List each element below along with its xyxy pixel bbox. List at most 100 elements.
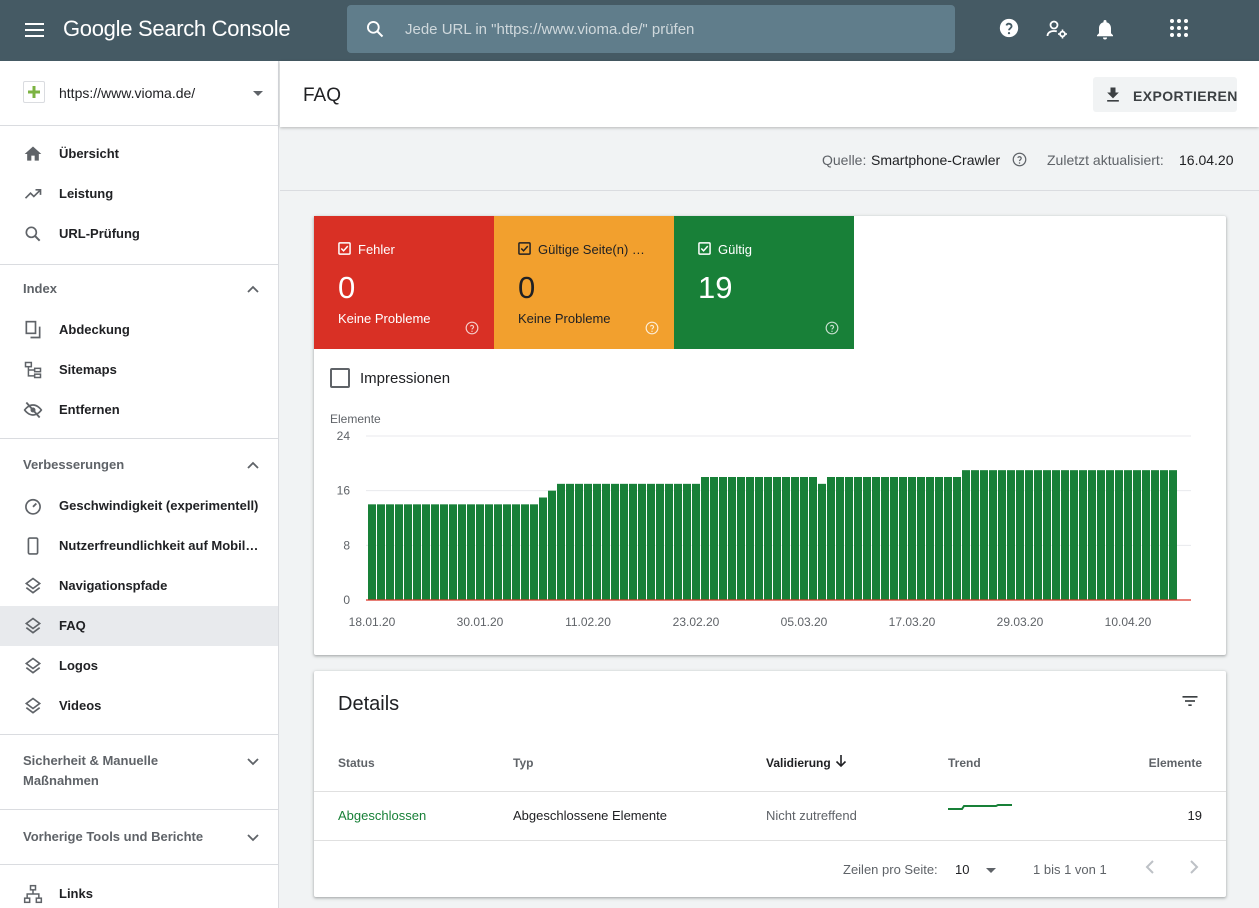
checkbox-checked-icon[interactable]: [338, 242, 351, 255]
chart-bar: [674, 483, 682, 600]
sitemap-icon: [23, 360, 43, 380]
chart-bar: [1151, 470, 1159, 600]
chart-bar: [449, 504, 457, 600]
column-header-validation[interactable]: Validierung: [766, 756, 831, 770]
nav-item-url-inspection[interactable]: URL-Prüfung: [0, 214, 278, 254]
chart-bar: [458, 504, 466, 600]
nav-item-breadcrumbs[interactable]: Navigationspfade: [0, 566, 278, 606]
property-favicon: [23, 81, 45, 103]
property-url: https://www.vioma.de/: [59, 85, 196, 101]
nav-item-overview[interactable]: Übersicht: [0, 134, 278, 174]
menu-icon[interactable]: [22, 18, 48, 42]
nav-item-removals[interactable]: Entfernen: [0, 390, 278, 430]
chart-bar: [998, 470, 1006, 600]
chart-bar: [791, 477, 799, 600]
x-tick-label: 11.02.20: [565, 615, 611, 629]
chart-bar: [1088, 470, 1096, 600]
product-logo[interactable]: Google Search Console: [63, 16, 291, 41]
speedometer-icon: [23, 496, 43, 516]
chart-bar: [1025, 470, 1033, 600]
nav-item-coverage[interactable]: Abdeckung: [0, 310, 278, 350]
chart-bar: [1007, 470, 1015, 600]
chart-bar: [872, 477, 880, 600]
column-header-type[interactable]: Typ: [513, 756, 534, 770]
chart-bar: [1052, 470, 1060, 600]
layers-icon: [23, 616, 43, 636]
column-header-status[interactable]: Status: [338, 756, 375, 770]
chart-bar: [863, 477, 871, 600]
row-status[interactable]: Abgeschlossen: [338, 808, 427, 823]
chart-bar: [782, 477, 790, 600]
help-icon[interactable]: [998, 17, 1020, 39]
next-page-icon[interactable]: [1188, 859, 1200, 875]
property-selector[interactable]: https://www.vioma.de/: [0, 61, 278, 126]
chart-bar: [827, 477, 835, 600]
search-icon: [365, 19, 385, 39]
chart-bar: [962, 470, 970, 600]
chart-bar: [431, 504, 439, 600]
chart-bar: [629, 483, 637, 600]
chart-bar: [701, 477, 709, 600]
search-input[interactable]: [405, 5, 935, 53]
sort-arrow-down-icon[interactable]: [834, 753, 848, 769]
url-inspection-search: [347, 5, 955, 53]
section-header-legacy-tools[interactable]: Vorherige Tools und Berichte: [0, 827, 278, 851]
section-header-index[interactable]: Index: [0, 279, 278, 303]
tile-errors[interactable]: Fehler 0 Keine Probleme: [314, 216, 494, 349]
dropdown-arrow-icon: [252, 90, 264, 97]
chart-bar: [476, 504, 484, 600]
column-header-elements[interactable]: Elemente: [1148, 756, 1202, 770]
chart-bar: [773, 477, 781, 600]
export-button[interactable]: EXPORTIEREN: [1093, 77, 1237, 112]
chart-bar: [503, 504, 511, 600]
chart-bar: [1061, 470, 1069, 600]
chart-bar: [1016, 470, 1024, 600]
tile-valid[interactable]: Gültig 19: [674, 216, 854, 349]
chart-bar: [800, 477, 808, 600]
tile-value: 19: [698, 270, 733, 305]
nav-item-performance[interactable]: Leistung: [0, 174, 278, 214]
apps-grid-icon[interactable]: [1168, 17, 1190, 39]
chart-bar: [530, 504, 538, 600]
checkbox-checked-icon[interactable]: [518, 242, 531, 255]
help-icon[interactable]: [825, 321, 839, 335]
nav-item-speed[interactable]: Geschwindigkeit (experimentell): [0, 486, 278, 526]
chart-bar: [854, 477, 862, 600]
chart-bar: [440, 504, 448, 600]
x-tick-label: 18.01.20: [349, 615, 396, 629]
chart-bar: [845, 477, 853, 600]
chart-bar: [377, 504, 385, 600]
nav-item-mobile-usability[interactable]: Nutzerfreundlichkeit auf Mobil…: [0, 526, 278, 566]
notifications-icon[interactable]: [1094, 17, 1116, 41]
divider: [0, 864, 278, 865]
summary-chart-card: Fehler 0 Keine Probleme Gültige Seite(n)…: [314, 216, 1226, 655]
tile-valid-with-warnings[interactable]: Gültige Seite(n) … 0 Keine Probleme: [494, 216, 674, 349]
x-tick-label: 23.02.20: [673, 615, 720, 629]
checkbox-checked-icon[interactable]: [698, 242, 711, 255]
section-header-security[interactable]: Sicherheit & Manuelle Maßnahmen: [0, 751, 278, 795]
nav-item-links[interactable]: Links: [0, 874, 278, 908]
nav-item-videos[interactable]: Videos: [0, 686, 278, 726]
rows-per-page-select[interactable]: 10: [955, 857, 1005, 881]
user-settings-icon[interactable]: [1045, 17, 1069, 41]
chart-bar: [575, 483, 583, 600]
chevron-down-icon: [247, 834, 259, 842]
chart-bar: [917, 477, 925, 600]
filter-icon[interactable]: [1180, 691, 1200, 711]
source-help-icon[interactable]: [1012, 152, 1027, 167]
chart-bar: [566, 483, 574, 600]
section-header-enhancements[interactable]: Verbesserungen: [0, 455, 278, 479]
chart-bar: [908, 477, 916, 600]
nav-item-logos[interactable]: Logos: [0, 646, 278, 686]
chart-bar: [881, 477, 889, 600]
help-icon[interactable]: [645, 321, 659, 335]
nav-item-faq[interactable]: FAQ: [0, 606, 278, 646]
previous-page-icon[interactable]: [1144, 859, 1156, 875]
page-title: FAQ: [303, 85, 342, 106]
impressions-checkbox[interactable]: [330, 368, 350, 388]
chart-bar: [1079, 470, 1087, 600]
nav-item-sitemaps[interactable]: Sitemaps: [0, 350, 278, 390]
help-icon[interactable]: [465, 321, 479, 335]
eye-off-icon: [23, 400, 43, 420]
chevron-down-icon: [247, 758, 259, 766]
